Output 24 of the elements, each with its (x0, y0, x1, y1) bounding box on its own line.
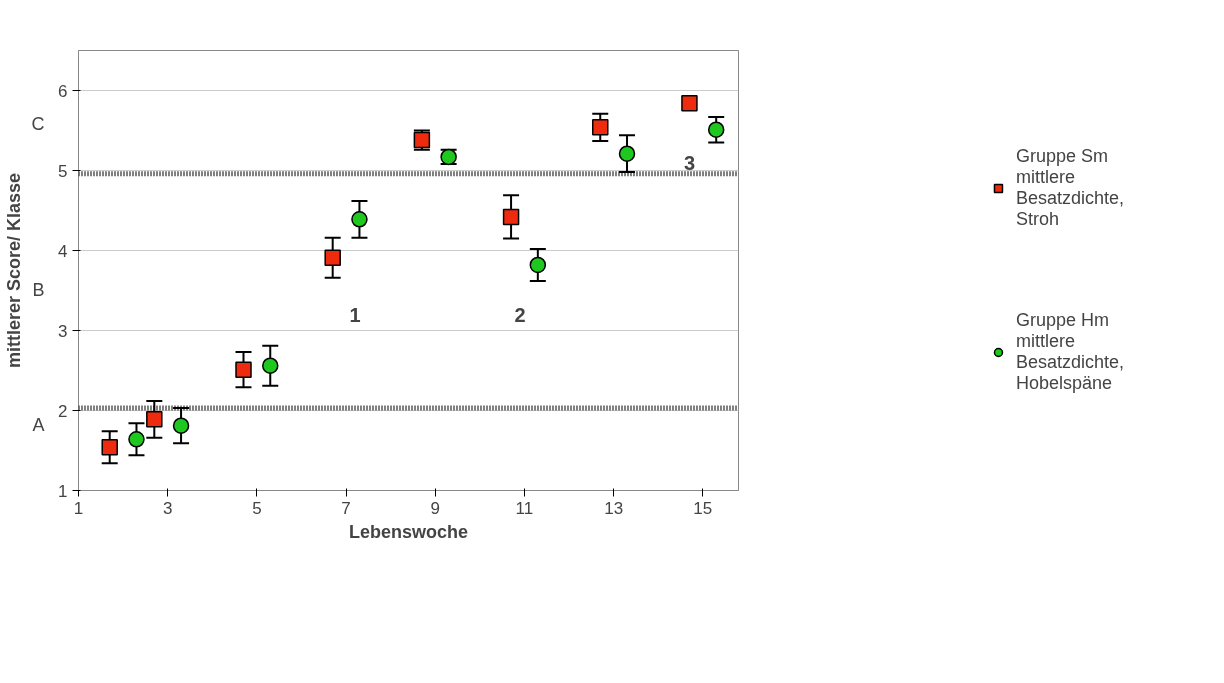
legend-label: Gruppe Sm mittlere Besatzdichte, Stroh (1015, 146, 1125, 230)
x-tick-label: 1 (73, 498, 84, 518)
y-tick-label: 1 (58, 481, 68, 501)
text: A (32, 414, 45, 435)
y-tick-label: 6 (58, 81, 68, 101)
y-axis-title: mittlerer Score/ Klasse (3, 172, 24, 369)
text: B (32, 279, 45, 300)
y-tick-label: 5 (58, 161, 68, 181)
x-tick-label: 15 (693, 498, 713, 518)
annotation: 1 (349, 303, 361, 326)
x-tick-label: 9 (430, 498, 440, 518)
y-tick-label: 4 (58, 241, 68, 261)
annotation: 3 (683, 151, 696, 174)
y-tick-label: 3 (58, 321, 68, 341)
y-tick-label: 2 (58, 401, 68, 421)
x-tick-label: 5 (252, 498, 262, 518)
text: C (31, 114, 45, 135)
x-tick-label: 11 (515, 498, 534, 518)
x-tick-label: 3 (162, 498, 173, 518)
annotation: 2 (514, 303, 526, 326)
x-tick-label: 13 (604, 498, 624, 518)
x-axis-title: Lebenswoche (348, 521, 469, 542)
x-tick-label: 7 (341, 498, 351, 518)
legend-label: Gruppe Hm mittlere Besatzdichte, Hobelspäne (1015, 310, 1125, 394)
